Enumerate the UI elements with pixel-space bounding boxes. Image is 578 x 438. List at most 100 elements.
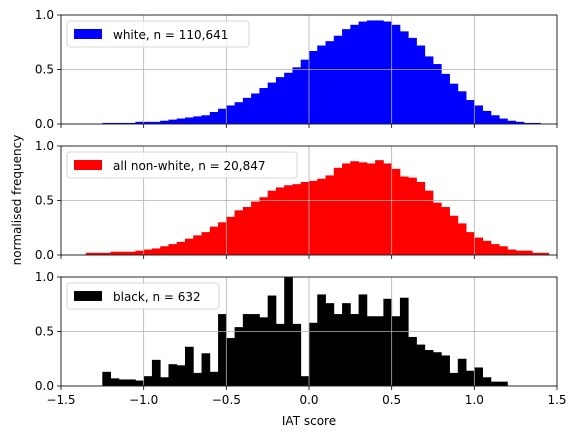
bar xyxy=(408,177,417,255)
bar xyxy=(474,105,483,124)
bar xyxy=(433,64,442,124)
bar xyxy=(499,246,508,255)
legend-all-non-white: all non-white, n = 20,847 xyxy=(66,151,298,179)
x-tick-label: 0.0 xyxy=(299,393,318,407)
bar xyxy=(325,303,335,386)
y-tick-label: 0.5 xyxy=(35,194,54,208)
bar xyxy=(242,97,252,124)
bar xyxy=(499,381,508,386)
bar xyxy=(523,122,533,124)
bar xyxy=(135,121,145,124)
bars-all-non-white xyxy=(85,160,550,255)
bar xyxy=(209,112,219,124)
bar xyxy=(317,294,326,386)
x-tick-label: 1.5 xyxy=(547,393,566,407)
bar xyxy=(449,83,459,124)
bar xyxy=(482,240,492,255)
bar xyxy=(110,122,120,124)
bar xyxy=(185,117,194,124)
bar xyxy=(251,93,260,124)
bar xyxy=(284,72,293,124)
bar xyxy=(366,163,376,255)
bar xyxy=(259,317,269,386)
bar xyxy=(209,226,219,255)
bar xyxy=(441,207,450,255)
legend-swatch xyxy=(74,291,102,301)
bar xyxy=(176,118,186,124)
x-tick-label: 1.0 xyxy=(465,393,484,407)
bar xyxy=(218,314,227,386)
bar xyxy=(408,336,417,386)
bar xyxy=(201,232,211,255)
bar xyxy=(292,323,302,386)
bar xyxy=(226,216,235,255)
bar xyxy=(433,352,442,386)
bar xyxy=(168,119,178,124)
bar xyxy=(160,120,169,124)
bar xyxy=(532,252,541,255)
legend-label: all non-white, n = 20,847 xyxy=(113,159,265,173)
x-tick-label: −1.0 xyxy=(129,393,158,407)
bar xyxy=(300,59,310,124)
bar xyxy=(540,252,550,255)
bar xyxy=(151,359,161,386)
bar xyxy=(507,249,517,255)
y-tick-label: 0.5 xyxy=(35,325,54,339)
bar xyxy=(342,303,351,386)
bar xyxy=(292,184,302,255)
bar xyxy=(457,223,467,255)
bar xyxy=(490,381,500,386)
bar xyxy=(218,222,227,255)
bar xyxy=(102,371,111,386)
y-tick-label: 1.0 xyxy=(35,270,54,284)
bar xyxy=(457,358,467,386)
bar xyxy=(399,297,409,386)
bar xyxy=(226,338,235,386)
bar xyxy=(342,163,351,255)
bar xyxy=(143,376,153,386)
bar xyxy=(375,20,384,125)
bar xyxy=(160,246,169,255)
bar xyxy=(441,355,450,386)
bar xyxy=(383,21,393,124)
bar xyxy=(449,215,459,255)
bar xyxy=(350,161,359,255)
bar xyxy=(176,365,186,386)
bar xyxy=(193,116,202,124)
x-axis-label: IAT score xyxy=(282,414,336,428)
bars-white xyxy=(102,20,541,125)
y-tick-label: 1.0 xyxy=(35,139,54,153)
bar xyxy=(383,163,393,255)
bar xyxy=(499,118,508,124)
bar xyxy=(515,121,525,124)
bar xyxy=(391,24,401,125)
y-axis-label: normalised frequency xyxy=(10,135,24,266)
bar xyxy=(251,201,260,255)
bar xyxy=(366,316,376,386)
bar xyxy=(333,35,343,124)
bar xyxy=(234,327,244,386)
bar xyxy=(391,316,401,386)
bar xyxy=(532,122,541,124)
bar xyxy=(127,122,136,124)
bar xyxy=(135,380,145,386)
bar xyxy=(127,251,136,255)
bar xyxy=(350,24,359,125)
bar xyxy=(515,250,525,255)
legend-swatch xyxy=(74,29,102,39)
bar xyxy=(433,202,442,255)
bar xyxy=(242,207,252,255)
bar xyxy=(267,295,277,386)
bar xyxy=(466,232,475,255)
bar xyxy=(466,100,475,124)
legend-black: black, n = 632 xyxy=(66,282,220,310)
bar xyxy=(275,323,285,386)
bar xyxy=(358,21,368,124)
bar xyxy=(333,167,343,255)
bar xyxy=(366,20,376,125)
bar xyxy=(466,370,475,386)
bar xyxy=(375,316,384,386)
bar xyxy=(226,105,235,124)
bar xyxy=(234,102,244,124)
